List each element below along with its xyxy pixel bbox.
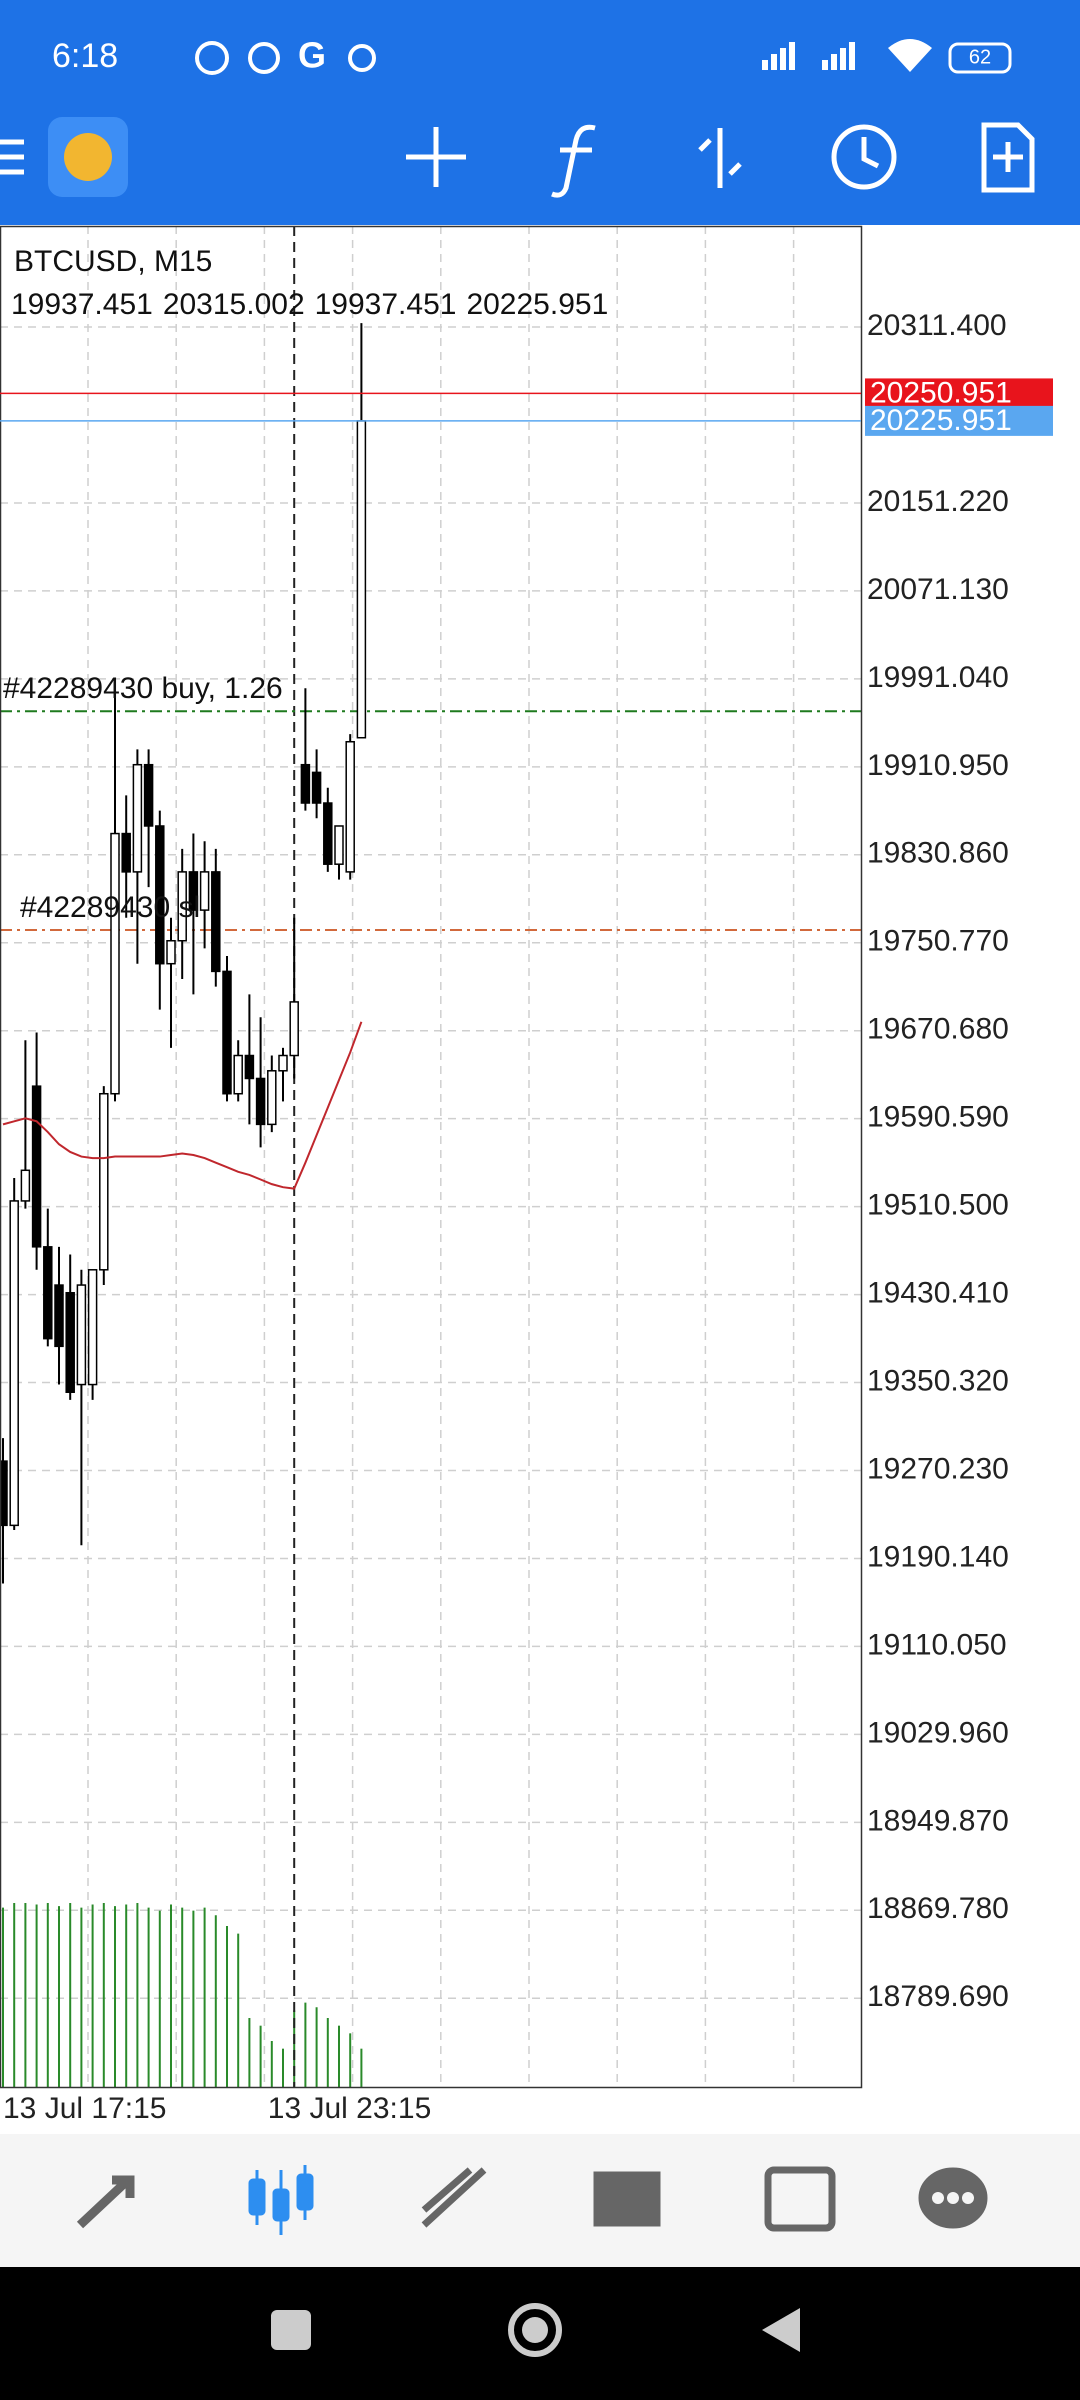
ohlc-readout: 19937.451 20315.002 19937.451 20225.951: [11, 288, 608, 321]
candle-body: [300, 763, 311, 804]
candle-body: [267, 1070, 277, 1126]
candle-body: [110, 832, 120, 1095]
ohlc-value: 20225.951: [466, 288, 608, 321]
candle-body: [188, 871, 199, 911]
candle-body: [54, 1284, 64, 1348]
nav-chart[interactable]: [248, 2165, 314, 2235]
history-button[interactable]: [831, 124, 897, 190]
new-order-button[interactable]: [981, 122, 1035, 193]
google-icon: G: [298, 35, 326, 76]
y-tick-label: 19830.860: [867, 837, 1009, 870]
candle-body: [155, 825, 165, 965]
candle-body: [211, 871, 221, 973]
nav-news[interactable]: [764, 2166, 836, 2232]
ask-label: 20250.951: [870, 376, 1012, 409]
back-button[interactable]: [762, 2308, 800, 2352]
candle-body: [244, 1054, 255, 1080]
toolbar: [406, 122, 1035, 198]
y-tick-label: 19430.410: [867, 1277, 1009, 1310]
candle-body: [87, 1269, 98, 1386]
status-time: 6:18: [52, 37, 118, 75]
candle-body: [255, 1077, 266, 1126]
y-tick-label: 19590.590: [867, 1101, 1009, 1134]
y-tick-label: 18949.870: [867, 1804, 1009, 1837]
y-tick-label: 19910.950: [867, 749, 1009, 782]
order-label: #42289430 sl: [20, 891, 200, 924]
candle-body: [166, 939, 176, 965]
indicators-button[interactable]: [551, 124, 596, 198]
y-tick-label: 19110.050: [867, 1628, 1007, 1661]
candle-body: [334, 825, 344, 865]
recents-button[interactable]: [271, 2310, 311, 2350]
candle-body: [20, 1169, 31, 1202]
home-dot: [522, 2317, 548, 2343]
crosshair-button[interactable]: [406, 127, 466, 187]
candle-body: [99, 1092, 109, 1271]
nav-inbox[interactable]: [593, 2171, 661, 2227]
signal-icons: [762, 39, 932, 72]
y-tick-label: 19991.040: [867, 661, 1009, 694]
bid-label-bg: [865, 405, 1053, 436]
y-tick-label: 18869.780: [867, 1892, 1009, 1925]
chart-area: [0, 226, 1080, 2134]
y-tick-label: 19750.770: [867, 925, 1009, 958]
chart-title: BTCUSD, M15: [14, 245, 212, 278]
candle-body: [345, 740, 355, 873]
candle-body: [233, 1054, 243, 1095]
nav-trade[interactable]: [421, 2167, 487, 2228]
menu-button[interactable]: [0, 139, 24, 175]
x-tick-label: 13 Jul 23:15: [268, 2092, 431, 2125]
candle-body: [143, 763, 154, 827]
candle-body: [121, 832, 131, 873]
app-header: [0, 0, 1080, 225]
y-tick-label: 19510.500: [867, 1189, 1009, 1222]
y-tick-label: 19350.320: [867, 1364, 1009, 1397]
candle-body: [31, 1085, 42, 1248]
candle-body: [0, 1460, 8, 1527]
candle-body: [43, 1246, 53, 1340]
candle-body: [177, 871, 187, 942]
order-label: #42289430 buy, 1.26: [3, 672, 283, 705]
y-tick-label: 19670.680: [867, 1013, 1009, 1046]
candle-body: [222, 970, 232, 1095]
ask-label-bg: [865, 378, 1053, 409]
plot: [0, 226, 861, 2087]
app-logo: [64, 133, 112, 181]
ohlc-value: 19937.451: [315, 288, 457, 321]
y-tick-label: 19270.230: [867, 1452, 1009, 1485]
candle-body: [132, 763, 143, 873]
ohlc-value: 20315.002: [163, 288, 305, 321]
status-icons: [195, 41, 376, 75]
ohlc-value: 19937.451: [11, 288, 153, 321]
x-tick-label: 13 Jul 17:15: [3, 2092, 166, 2125]
y-tick-label: 20071.130: [867, 573, 1009, 606]
candle-body: [311, 771, 322, 804]
bid-label: 20225.951: [870, 404, 1012, 437]
moving-average: [2, 1021, 363, 1190]
y-tick-label: 19190.140: [867, 1540, 1009, 1573]
trade-button[interactable]: [698, 128, 742, 188]
candle-body: [289, 1001, 299, 1057]
candle-body: [9, 1200, 19, 1527]
nav-quotes[interactable]: [76, 2175, 135, 2229]
bottom-nav-icons: [76, 2165, 988, 2235]
bottom-nav: [0, 2134, 1080, 2267]
candle-body: [356, 420, 367, 739]
y-tick-label: 20151.220: [867, 485, 1009, 518]
candle-body: [76, 1284, 87, 1386]
clock-hands: [861, 137, 880, 169]
battery: [948, 42, 1012, 74]
candle-body: [323, 802, 333, 865]
plot-frame: [0, 225, 863, 2089]
y-tick-label: 19029.960: [867, 1716, 1009, 1749]
y-tick-label: 20311.400: [867, 309, 1007, 342]
y-tick-label: 18789.690: [867, 1980, 1009, 2013]
candle-body: [65, 1291, 75, 1393]
battery-level: 62: [969, 46, 991, 68]
candle-body: [278, 1054, 288, 1072]
home-button[interactable]: [508, 2303, 562, 2357]
candle-body: [199, 871, 210, 911]
